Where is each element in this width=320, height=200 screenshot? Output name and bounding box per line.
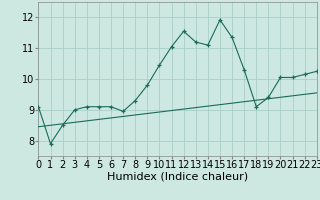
X-axis label: Humidex (Indice chaleur): Humidex (Indice chaleur) xyxy=(107,172,248,182)
